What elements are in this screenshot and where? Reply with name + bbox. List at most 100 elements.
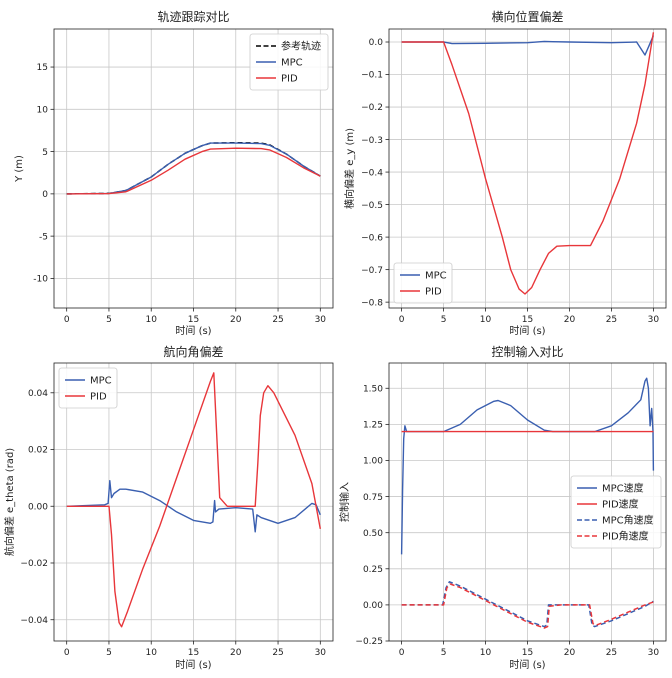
chart-lateral-error: 横向位置偏差 时间 (s) 横向偏差 e_y (m) 0 5 10 15 20 25 30 0… <box>343 9 667 337</box>
legend-label: PID <box>281 74 298 85</box>
legend-label: MPC <box>425 271 447 282</box>
legend-label: 参考轨迹 <box>281 40 321 53</box>
series-line <box>401 581 654 628</box>
x-tick-label: 30 <box>648 315 660 325</box>
x-tick-label: 10 <box>480 315 492 325</box>
x-tick-label: 15 <box>522 648 533 658</box>
grid <box>54 363 333 641</box>
x-tick-label: 25 <box>606 315 617 325</box>
y-tick-label: −0.25 <box>355 637 383 647</box>
legend-label: PID速度 <box>602 498 639 511</box>
series-line <box>401 583 654 629</box>
chart-heading-error: 航向角偏差 时间 (s) 航向偏差 e_theta (rad) 0 5 10 15 20… <box>3 344 334 671</box>
legend-label: MPC <box>281 58 303 69</box>
y-tick-label: −0.5 <box>361 201 383 211</box>
y-tick-label: 1.25 <box>363 421 383 431</box>
x-axis-label: 时间 (s) <box>509 324 545 337</box>
y-tick-label: 0 <box>42 190 48 200</box>
y-tick-label: 0.04 <box>28 389 48 399</box>
legend-label: MPC <box>90 376 112 387</box>
x-axis-label: 时间 (s) <box>175 658 211 671</box>
series-line <box>401 32 655 295</box>
y-tick-label: 0.02 <box>28 446 48 456</box>
y-tick-label: −0.6 <box>361 233 383 243</box>
series-group <box>401 32 655 295</box>
y-axis-label: 控制输入 <box>338 482 351 522</box>
x-tick-label: 30 <box>648 648 660 658</box>
y-tick-label: −0.1 <box>361 71 383 81</box>
series-group <box>66 372 321 628</box>
series-line <box>66 480 321 533</box>
legend: 参考轨迹 MPC PID <box>249 33 329 91</box>
x-tick-label: 5 <box>106 315 112 325</box>
x-tick-label: 0 <box>399 315 405 325</box>
x-tick-label: 5 <box>106 648 112 658</box>
x-tick-label: 25 <box>606 648 617 658</box>
y-tick-label: 1.50 <box>363 384 383 394</box>
y-tick-label: −0.04 <box>20 616 48 626</box>
y-axis-label: Y (m) <box>14 155 25 183</box>
x-axis-label: 时间 (s) <box>175 324 211 337</box>
series-group <box>66 141 321 195</box>
y-tick-label: 0.00 <box>28 502 48 512</box>
x-tick-label: 10 <box>480 648 492 658</box>
chart-title: 航向角偏差 <box>163 344 223 359</box>
x-tick-label: 15 <box>522 315 533 325</box>
legend-label: MPC角速度 <box>602 514 654 527</box>
x-tick-label: 20 <box>564 648 576 658</box>
series-line <box>401 35 655 56</box>
chart-title: 横向位置偏差 <box>491 9 563 24</box>
x-tick-label: 20 <box>564 315 576 325</box>
legend-label: MPC速度 <box>602 482 644 495</box>
series-line <box>66 147 321 195</box>
x-tick-label: 0 <box>64 315 70 325</box>
x-tick-label: 25 <box>272 315 283 325</box>
x-tick-label: 5 <box>441 315 447 325</box>
x-tick-label: 20 <box>230 648 242 658</box>
x-tick-label: 10 <box>146 315 158 325</box>
x-tick-label: 0 <box>399 648 405 658</box>
x-tick-label: 20 <box>230 315 242 325</box>
legend: MPC速度 PID速度 MPC角速度 PID角速度 <box>570 475 662 549</box>
y-tick-label: −0.7 <box>361 266 383 276</box>
y-tick-label: -10 <box>33 275 48 285</box>
chart-title: 轨迹跟踪对比 <box>157 10 229 24</box>
y-tick-label: 0.50 <box>363 529 383 539</box>
x-tick-label: 0 <box>64 648 70 658</box>
series-group <box>400 377 655 629</box>
legend: MPC PID <box>393 262 453 304</box>
y-tick-label: −0.4 <box>361 168 383 178</box>
legend-label: PID <box>90 392 107 403</box>
y-tick-label: −0.02 <box>20 559 48 569</box>
legend-label: PID <box>425 287 442 298</box>
x-tick-label: 15 <box>188 648 199 658</box>
y-tick-label: 5 <box>42 148 48 158</box>
chart-control-input: 控制输入对比 时间 (s) 控制输入 0 5 10 15 20 25 30 −0.25 0.00… <box>338 344 667 671</box>
legend-box <box>393 262 453 304</box>
y-tick-label: 10 <box>37 106 49 116</box>
y-tick-label: 0.75 <box>363 493 383 503</box>
y-tick-label: 0.0 <box>369 38 384 48</box>
y-tick-label: 1.00 <box>363 457 383 467</box>
x-tick-label: 5 <box>441 648 447 658</box>
y-tick-label: 0.25 <box>363 565 383 575</box>
x-tick-label: 10 <box>146 648 158 658</box>
legend-box <box>570 475 662 549</box>
y-tick-label: -5 <box>39 232 48 242</box>
y-axis-label: 航向偏差 e_theta (rad) <box>3 448 16 556</box>
chart-trajectory: 轨迹跟踪对比 时间 (s) Y (m) 0 5 10 15 20 25 30 -10 -5 0 5 1… <box>14 10 334 337</box>
legend-box <box>58 367 118 409</box>
series-line <box>66 372 321 628</box>
series-line <box>66 142 321 195</box>
grid <box>389 29 666 308</box>
chart-title: 控制输入对比 <box>491 344 563 359</box>
legend-box <box>249 33 329 91</box>
x-tick-label: 15 <box>188 315 199 325</box>
y-axis-label: 横向偏差 e_y (m) <box>343 128 356 209</box>
y-tick-label: 15 <box>37 63 48 73</box>
y-tick-label: −0.8 <box>361 298 383 308</box>
legend-label: PID角速度 <box>602 530 649 543</box>
legend: MPC PID <box>58 367 118 409</box>
x-tick-label: 30 <box>315 315 327 325</box>
